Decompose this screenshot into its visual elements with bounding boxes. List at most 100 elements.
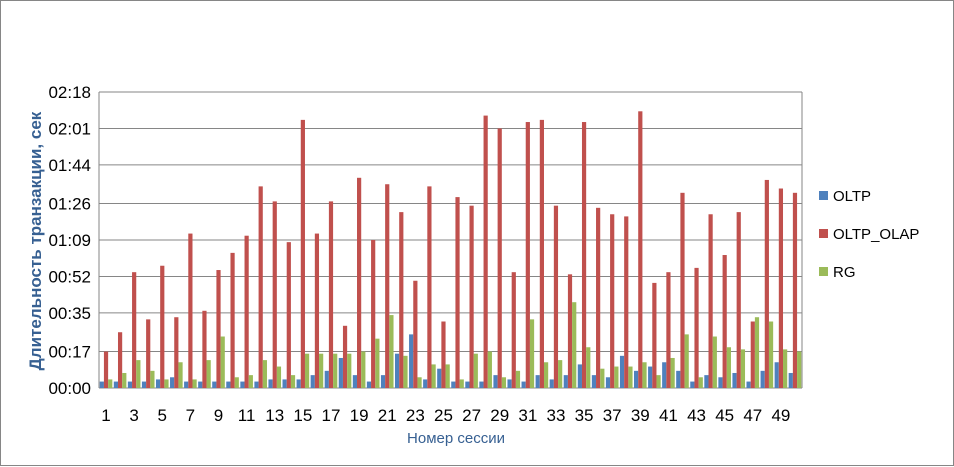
- bar-oltp-olap: [553, 205, 559, 388]
- bar-rg: [754, 317, 760, 388]
- bar-rg: [375, 338, 380, 388]
- bar-oltp-olap: [357, 177, 362, 388]
- bar-rg: [529, 319, 535, 388]
- bar-oltp-olap: [413, 280, 418, 388]
- bar-rg: [558, 360, 563, 388]
- x-tick-label: 1: [101, 406, 110, 425]
- bar-rg: [164, 379, 169, 388]
- x-tick-label: 39: [631, 406, 650, 425]
- bar-oltp-olap: [469, 205, 474, 388]
- bar-oltp-olap: [722, 255, 727, 388]
- bar-oltp: [423, 379, 428, 388]
- bar-oltp-olap: [132, 272, 137, 388]
- x-tick-label: 29: [490, 406, 509, 425]
- bar-oltp-olap: [652, 282, 657, 388]
- bar-rg: [445, 364, 450, 388]
- bar-rg: [206, 360, 211, 388]
- bars: [99, 111, 802, 388]
- x-tick-label: 47: [743, 406, 762, 425]
- bar-oltp: [704, 375, 709, 388]
- x-axis-ticks: 1 3 5 7 9 11 13 15 17 19 21 23 25 27 29 31 33 35 37 39 41 43 4…: [101, 406, 790, 425]
- bar-oltp: [394, 353, 400, 388]
- bar-oltp: [352, 375, 358, 388]
- bar-rg: [290, 375, 296, 388]
- y-tick-label: 00:00: [48, 379, 91, 398]
- bar-rg: [600, 368, 605, 388]
- bar-oltp-olap: [202, 310, 207, 388]
- bar-rg: [248, 375, 253, 388]
- bar-rg: [459, 379, 464, 388]
- bar-rg: [333, 353, 338, 388]
- bar-oltp-olap: [117, 332, 123, 388]
- bar-oltp-olap: [174, 317, 179, 388]
- legend-swatch: [819, 229, 828, 238]
- bar-rg: [487, 351, 492, 388]
- bar-oltp-olap: [624, 216, 629, 388]
- bar-oltp: [155, 379, 161, 388]
- y-axis-title: Длительность транзакции, сек: [26, 111, 45, 370]
- x-tick-label: 23: [406, 406, 425, 425]
- bar-oltp: [493, 375, 498, 388]
- bar-rg: [276, 366, 282, 388]
- bar-rg: [220, 336, 225, 388]
- x-tick-label: 37: [603, 406, 622, 425]
- bar-oltp: [605, 377, 611, 388]
- bar-rg: [628, 366, 633, 388]
- bar-oltp: [113, 381, 118, 388]
- x-tick-label: 19: [350, 406, 369, 425]
- bar-rg: [234, 377, 239, 388]
- bar-oltp: [268, 379, 273, 388]
- bar-oltp: [465, 381, 470, 388]
- bar-oltp: [226, 381, 231, 388]
- bar-rg: [178, 362, 183, 388]
- bar-oltp: [690, 381, 695, 388]
- x-tick-label: 49: [771, 406, 790, 425]
- x-tick-label: 21: [378, 406, 397, 425]
- bar-oltp-olap: [146, 319, 151, 388]
- legend-swatch: [819, 191, 828, 200]
- bar-rg: [515, 370, 521, 388]
- bar-rg: [501, 377, 507, 388]
- bar-oltp-olap: [385, 184, 390, 388]
- bar-oltp: [718, 377, 723, 388]
- bar-oltp: [99, 381, 104, 388]
- bar-rg: [192, 379, 197, 388]
- bar-oltp: [507, 379, 512, 388]
- x-tick-label: 13: [265, 406, 284, 425]
- bar-oltp-olap: [610, 214, 615, 388]
- bar-oltp: [451, 381, 456, 388]
- bar-oltp-olap: [539, 119, 544, 388]
- bar-oltp: [184, 381, 189, 388]
- bar-rg: [740, 349, 746, 388]
- y-tick-label: 01:44: [48, 156, 91, 175]
- legend-swatch: [819, 267, 828, 276]
- bar-oltp: [591, 375, 597, 388]
- bar-rg: [136, 360, 141, 388]
- bar-rg: [572, 302, 577, 388]
- bar-oltp: [198, 381, 203, 388]
- y-tick-label: 01:26: [48, 195, 91, 214]
- bar-oltp-olap: [596, 207, 601, 388]
- bar-rg: [543, 362, 549, 388]
- bar-oltp: [563, 375, 568, 388]
- x-tick-label: 33: [546, 406, 565, 425]
- x-tick-label: 35: [575, 406, 594, 425]
- bar-rg: [726, 347, 731, 388]
- bar-oltp: [760, 370, 765, 388]
- bar-oltp-olap: [764, 179, 769, 388]
- bar-oltp: [521, 381, 526, 388]
- bar-oltp: [648, 366, 653, 388]
- bar-oltp: [662, 362, 667, 388]
- bar-rg: [797, 351, 802, 388]
- bar-rg: [262, 360, 267, 388]
- bar-oltp: [774, 362, 779, 388]
- y-tick-label: 00:35: [48, 304, 91, 323]
- bar-oltp-olap: [286, 242, 291, 388]
- bar-rg: [319, 353, 324, 388]
- bar-oltp-olap: [188, 233, 193, 388]
- legend-label: OLTP: [833, 188, 871, 205]
- bar-oltp: [535, 375, 540, 388]
- bar-rg: [783, 349, 788, 388]
- y-tick-label: 00:52: [48, 267, 91, 286]
